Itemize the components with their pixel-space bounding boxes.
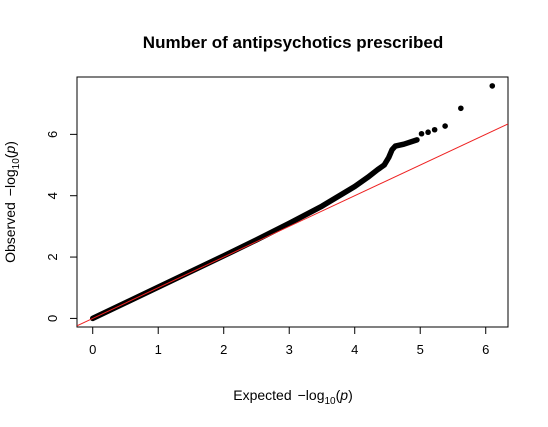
x-tick-label: 3: [286, 342, 293, 357]
observed-points-dense: [89, 137, 420, 322]
x-axis: 0 1 2 3 4 5 6: [89, 326, 489, 357]
data-point: [431, 126, 438, 133]
observed-points-tail: [418, 83, 496, 137]
y-axis-label: Observed−log10(p): [2, 141, 22, 263]
x-tick-label: 0: [89, 342, 96, 357]
y-axis: 0 2 4 6: [45, 131, 78, 322]
x-tick-label: 1: [155, 342, 162, 357]
data-point: [458, 105, 464, 112]
x-tick-label: 5: [417, 342, 424, 357]
x-tick-label: 4: [351, 342, 358, 357]
reference-line: [77, 123, 508, 327]
observed-curve: [89, 137, 420, 322]
x-tick-label: 6: [482, 342, 489, 357]
x-tick-label: 2: [220, 342, 227, 357]
plot-frame: [76, 76, 509, 328]
x-axis-label: Expected −log10(p): [233, 387, 353, 407]
chart-title: Number of antipsychotics prescribed: [143, 33, 443, 52]
data-point: [489, 83, 496, 89]
y-tick-label: 4: [45, 192, 60, 199]
y-tick-label: 0: [45, 315, 60, 322]
data-point: [425, 129, 431, 136]
data-point: [418, 130, 425, 137]
data-point: [442, 123, 448, 129]
y-tick-label: 2: [45, 253, 60, 260]
y-tick-label: 6: [45, 131, 60, 138]
